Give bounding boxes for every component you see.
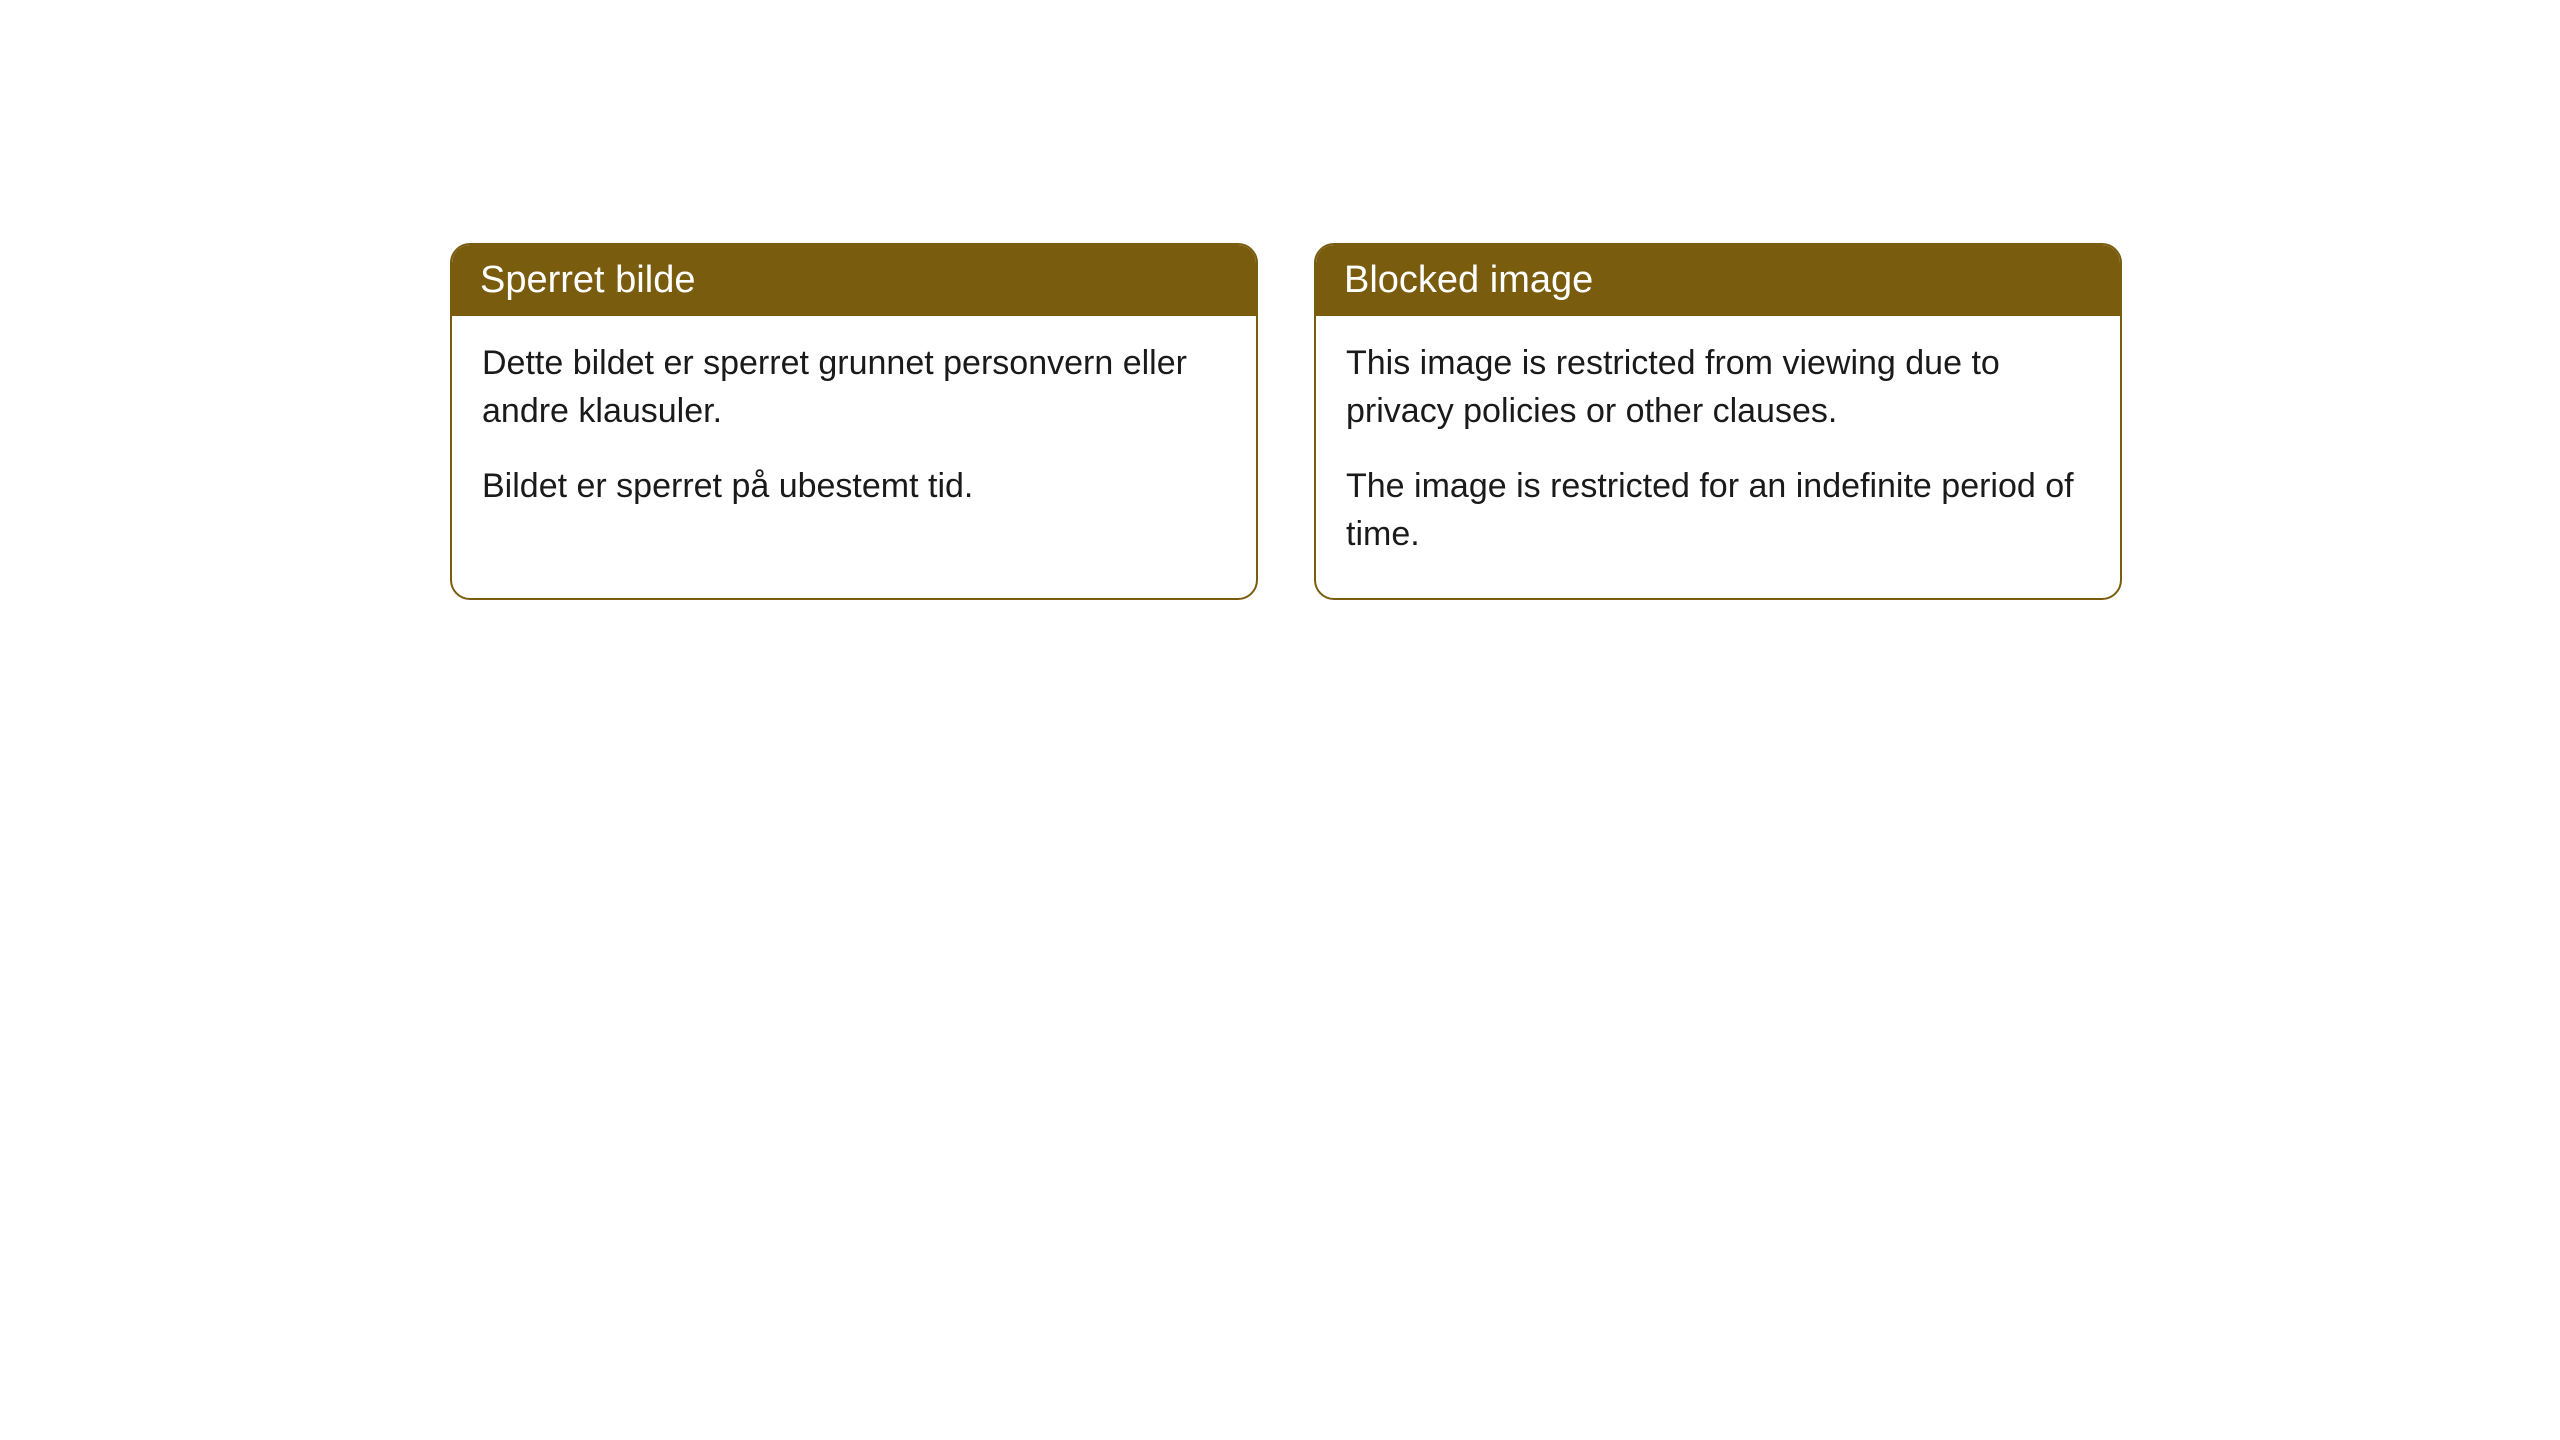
card-paragraph: The image is restricted for an indefinit… [1346, 463, 2090, 558]
card-title: Sperret bilde [480, 259, 695, 301]
card-paragraph: This image is restricted from viewing du… [1346, 340, 2090, 435]
notice-card-norwegian: Sperret bilde Dette bildet er sperret gr… [450, 243, 1258, 600]
card-paragraph: Dette bildet er sperret grunnet personve… [482, 340, 1226, 435]
notice-cards-container: Sperret bilde Dette bildet er sperret gr… [450, 243, 2122, 600]
card-header: Blocked image [1316, 245, 2120, 316]
card-body: This image is restricted from viewing du… [1316, 316, 2120, 598]
notice-card-english: Blocked image This image is restricted f… [1314, 243, 2122, 600]
card-header: Sperret bilde [452, 245, 1256, 316]
card-paragraph: Bildet er sperret på ubestemt tid. [482, 463, 1226, 511]
card-body: Dette bildet er sperret grunnet personve… [452, 316, 1256, 551]
card-title: Blocked image [1344, 259, 1593, 301]
